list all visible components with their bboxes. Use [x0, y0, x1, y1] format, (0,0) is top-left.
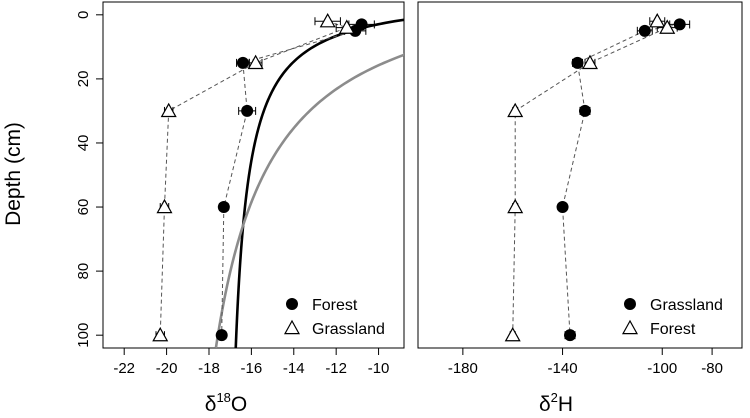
y-tick-label: 100: [75, 323, 92, 348]
point-forest: [504, 326, 521, 342]
plot-area: [152, 12, 404, 348]
point-forest: [507, 102, 524, 118]
x-tick-label: -180: [448, 360, 478, 377]
x-tick-label: -18: [198, 360, 220, 377]
panel-delta18o: -22 -20 -18 -16 -14 -12 -10 0 20 40 60 80 100 Forest G…: [75, 1, 405, 377]
legend-marker-grassland: [624, 298, 636, 310]
y-tick-label: 20: [75, 71, 92, 88]
point-grassland: [571, 56, 584, 69]
point-grassland: [160, 102, 177, 118]
point-grassland: [319, 12, 336, 28]
y-tick-label: 60: [75, 199, 92, 216]
y-tick-label: 40: [75, 135, 92, 152]
x-tick-label: -10: [368, 360, 390, 377]
legend-marker-forest: [286, 298, 298, 310]
x-axis-title-right-main: δ: [539, 393, 551, 416]
legend-label-grassland: Grassland: [650, 297, 723, 314]
x-tick-label: -100: [647, 360, 677, 377]
legend-label-forest: Forest: [650, 321, 696, 338]
point-grassland: [638, 24, 651, 37]
legend-label-forest: Forest: [312, 297, 358, 314]
point-forest: [241, 104, 254, 117]
x-tick-label: -80: [701, 360, 723, 377]
x-tick-label: -22: [113, 360, 135, 377]
legend-label-grassland: Grassland: [312, 321, 385, 338]
point-forest: [236, 56, 249, 69]
point-grassland: [556, 201, 569, 214]
point-forest: [581, 54, 598, 70]
x-axis-title-right-sup: 2: [551, 390, 558, 405]
x-tick-label: -14: [283, 360, 305, 377]
series-line-grassland: [562, 23, 680, 336]
legend-marker-forest: [621, 319, 639, 335]
plot-area: [504, 12, 691, 342]
series-line-forest: [221, 24, 362, 336]
x-tick-label: -20: [156, 360, 178, 377]
x-axis-title-left-sub: O: [231, 393, 247, 416]
point-grassland: [578, 104, 591, 117]
point-grassland: [156, 198, 173, 214]
x-axis-title-right: δ2H: [539, 390, 573, 416]
point-grassland: [564, 329, 577, 342]
fitted-curve-forest: [234, 18, 404, 348]
plot-frame: [417, 1, 743, 349]
point-forest: [215, 329, 228, 342]
point-forest: [507, 198, 524, 214]
y-tick-label: 80: [75, 263, 92, 280]
fitted-curve-grassland: [214, 53, 404, 348]
point-forest: [217, 201, 230, 214]
y-tick-label: 0: [75, 11, 92, 19]
legend-marker-grassland: [283, 319, 301, 335]
point-grassland: [152, 326, 169, 342]
x-tick-label: -16: [241, 360, 263, 377]
point-forest: [659, 19, 676, 34]
x-axis-title-left-sup: 18: [216, 390, 230, 405]
x-axis-title-left: δ18O: [205, 390, 248, 416]
point-grassland: [338, 19, 355, 34]
y-axis-title: Depth (cm): [2, 122, 25, 226]
point-grassland: [247, 54, 264, 70]
point-forest: [649, 12, 666, 28]
x-tick-label: -12: [325, 360, 347, 377]
plot-frame: [102, 1, 405, 349]
x-axis-title-left-main: δ: [205, 393, 217, 416]
x-tick-label: -140: [548, 360, 578, 377]
x-axis-title-right-sub: H: [558, 393, 573, 416]
point-grassland: [673, 18, 686, 31]
panel-delta2h: -180 -140 -100 -80 Grassland Forest: [417, 1, 743, 377]
